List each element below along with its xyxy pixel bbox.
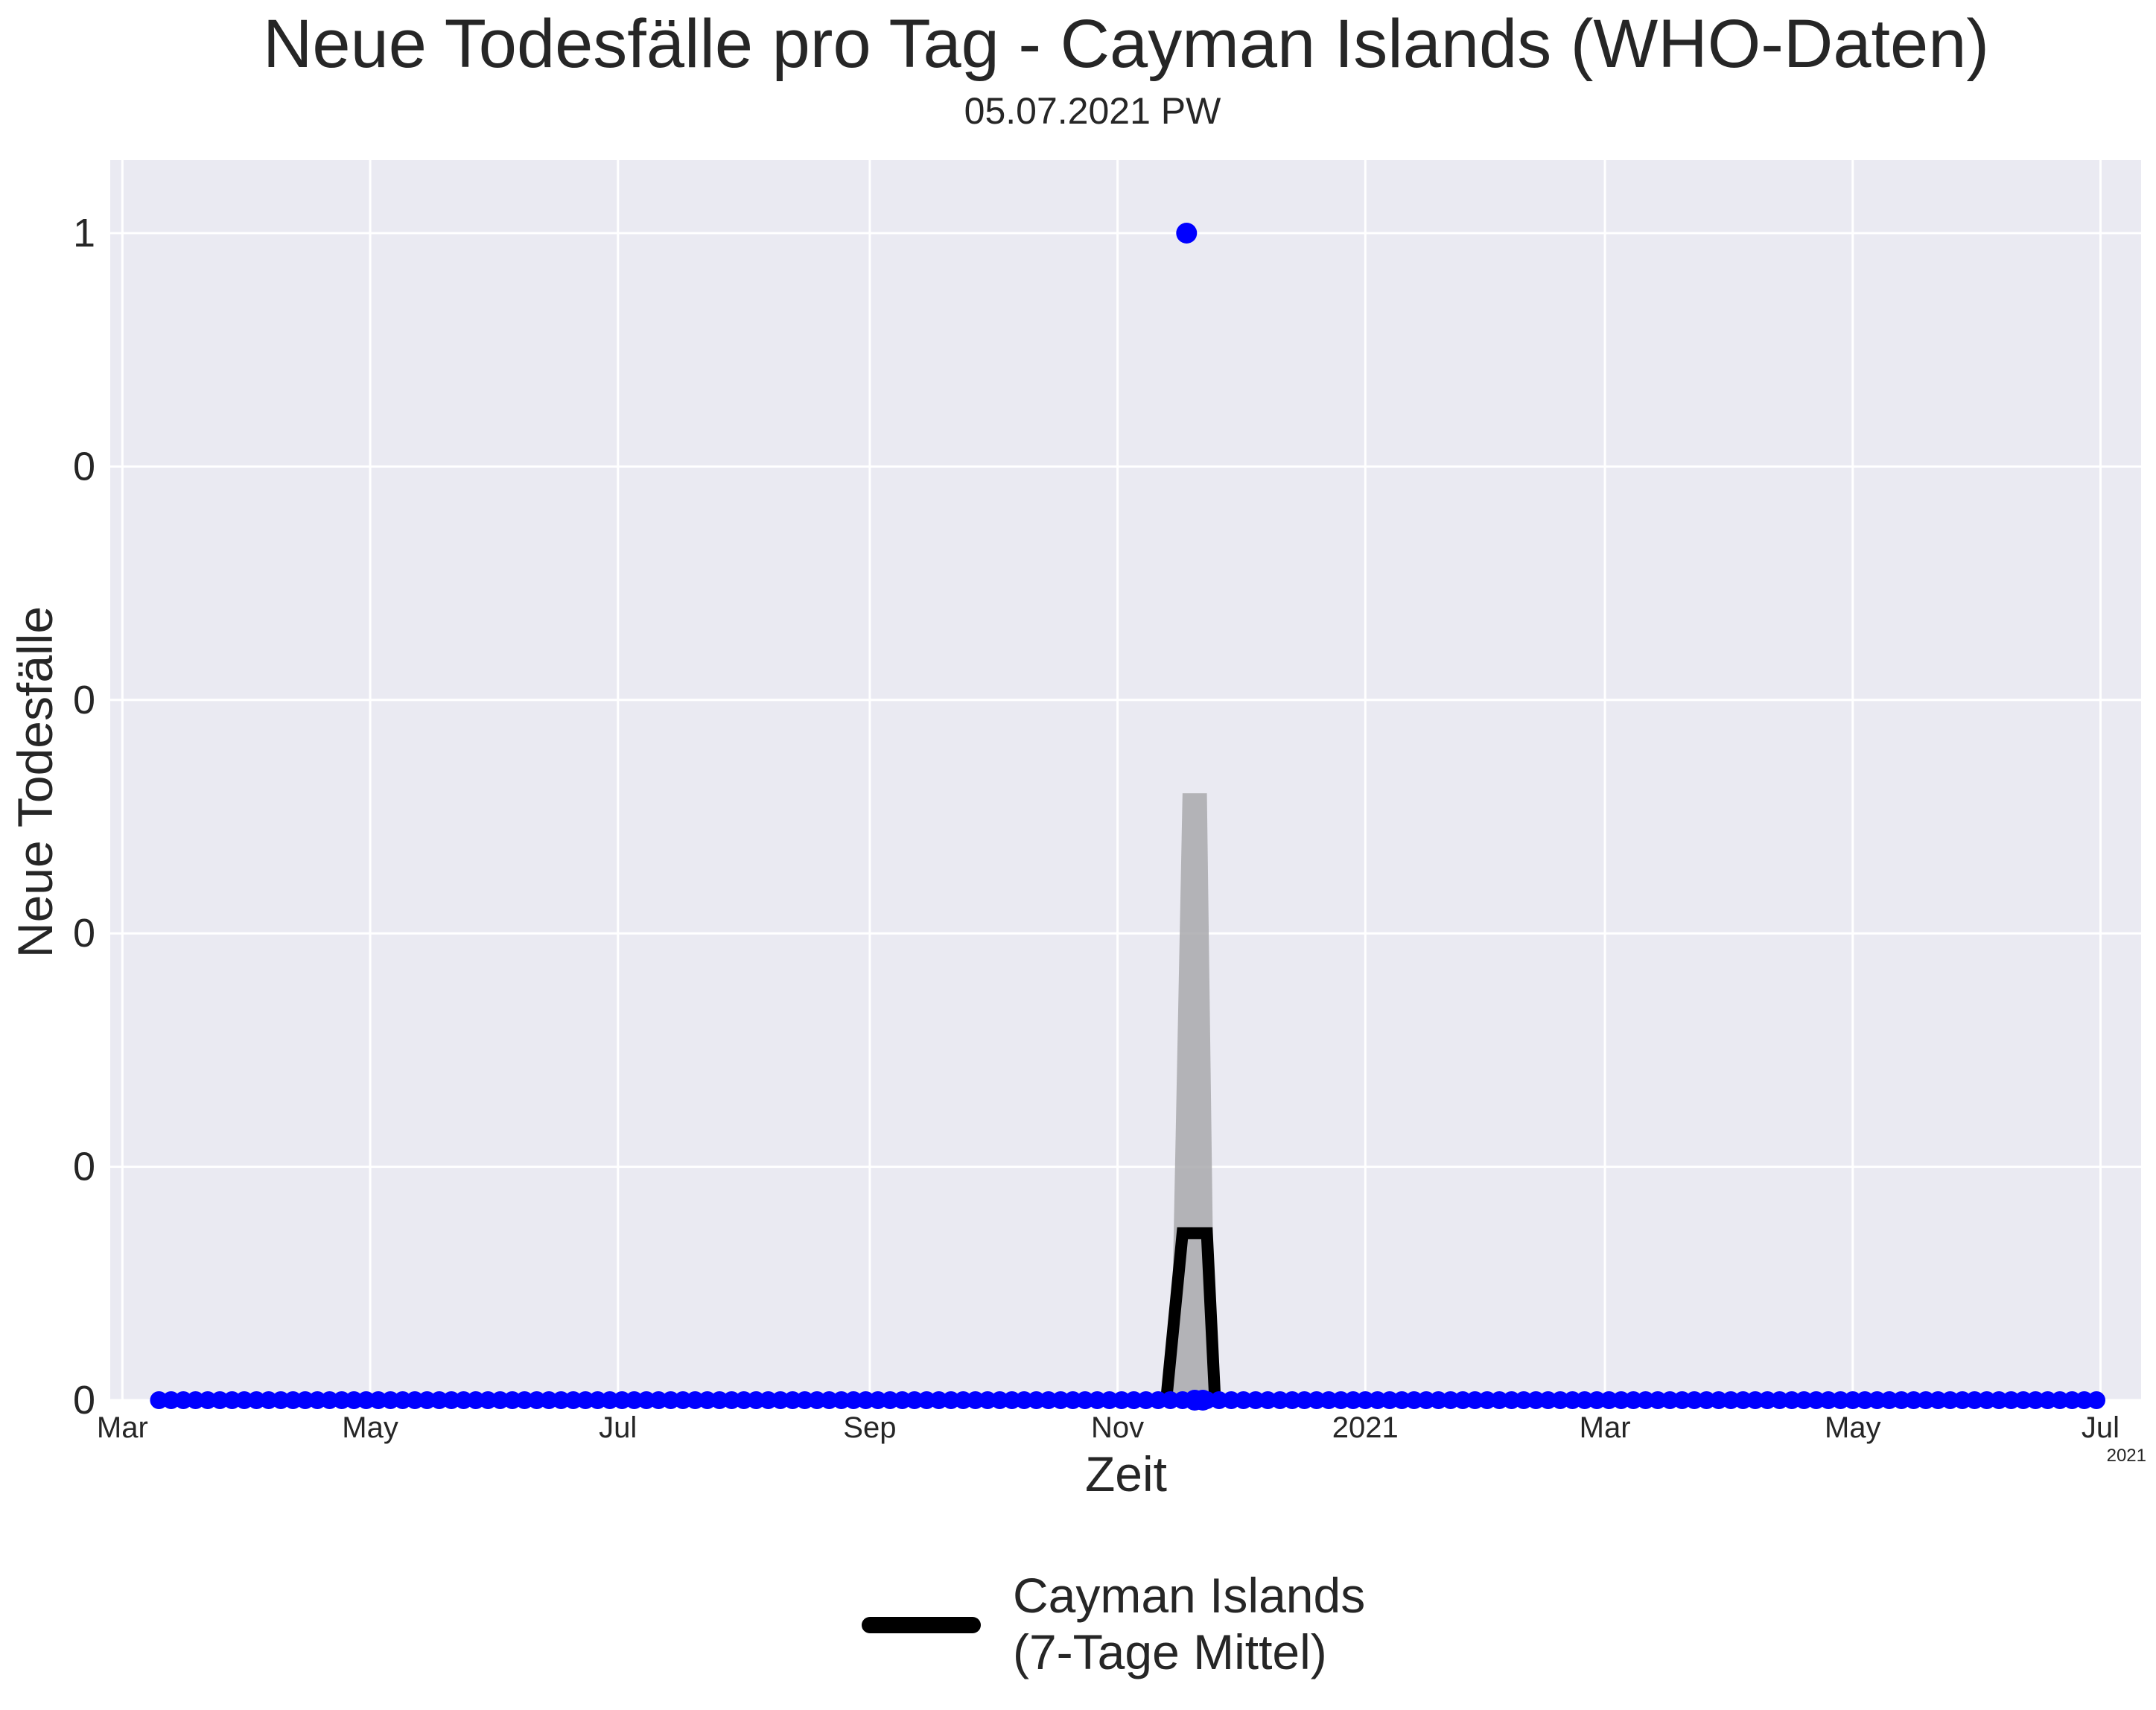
data-point (2087, 1391, 2106, 1409)
legend: Cayman Islands (7-Tage Mittel) (862, 1568, 1365, 1679)
y-tick-label: 1 (73, 211, 95, 255)
y-tick-label: 0 (73, 1378, 95, 1423)
chart-subtitle: 05.07.2021 PW (964, 90, 1221, 132)
y-tick-label: 0 (73, 444, 95, 489)
legend-label: Cayman Islands (7-Tage Mittel) (1013, 1568, 1365, 1679)
legend-label-line: Cayman Islands (1013, 1568, 1365, 1623)
x-tick-label: Nov (1091, 1411, 1144, 1444)
x-offset-label: 2021 (2107, 1446, 2146, 1466)
y-axis-label: Neue Todesfälle (7, 606, 63, 958)
x-tick-label: Mar (97, 1411, 148, 1444)
data-point (1192, 1390, 1214, 1411)
x-tick-label: May (1825, 1411, 1881, 1444)
x-tick-label: May (342, 1411, 398, 1444)
x-tick-label: Mar (1580, 1411, 1631, 1444)
y-tick-label: 0 (73, 1145, 95, 1189)
data-point (1176, 223, 1198, 244)
x-tick-label: Jul (2082, 1411, 2120, 1444)
x-tick-labels: Mar May Jul Sep Nov 2021 Mar May Jul (97, 1411, 2120, 1444)
x-axis-label: Zeit (1085, 1446, 1167, 1501)
x-tick-label: Jul (599, 1411, 637, 1444)
x-tick-label: Sep (843, 1411, 896, 1444)
y-tick-label: 0 (73, 911, 95, 956)
y-tick-label: 0 (73, 678, 95, 722)
y-tick-labels: 0 0 0 0 0 1 (73, 211, 95, 1423)
chart-title: Neue Todesfälle pro Tag - Cayman Islands… (263, 6, 1989, 82)
plot-area (110, 160, 2141, 1400)
legend-label-line: (7-Tage Mittel) (1013, 1624, 1327, 1679)
point-layer (150, 223, 2106, 1411)
x-tick-label: 2021 (1332, 1411, 1399, 1444)
